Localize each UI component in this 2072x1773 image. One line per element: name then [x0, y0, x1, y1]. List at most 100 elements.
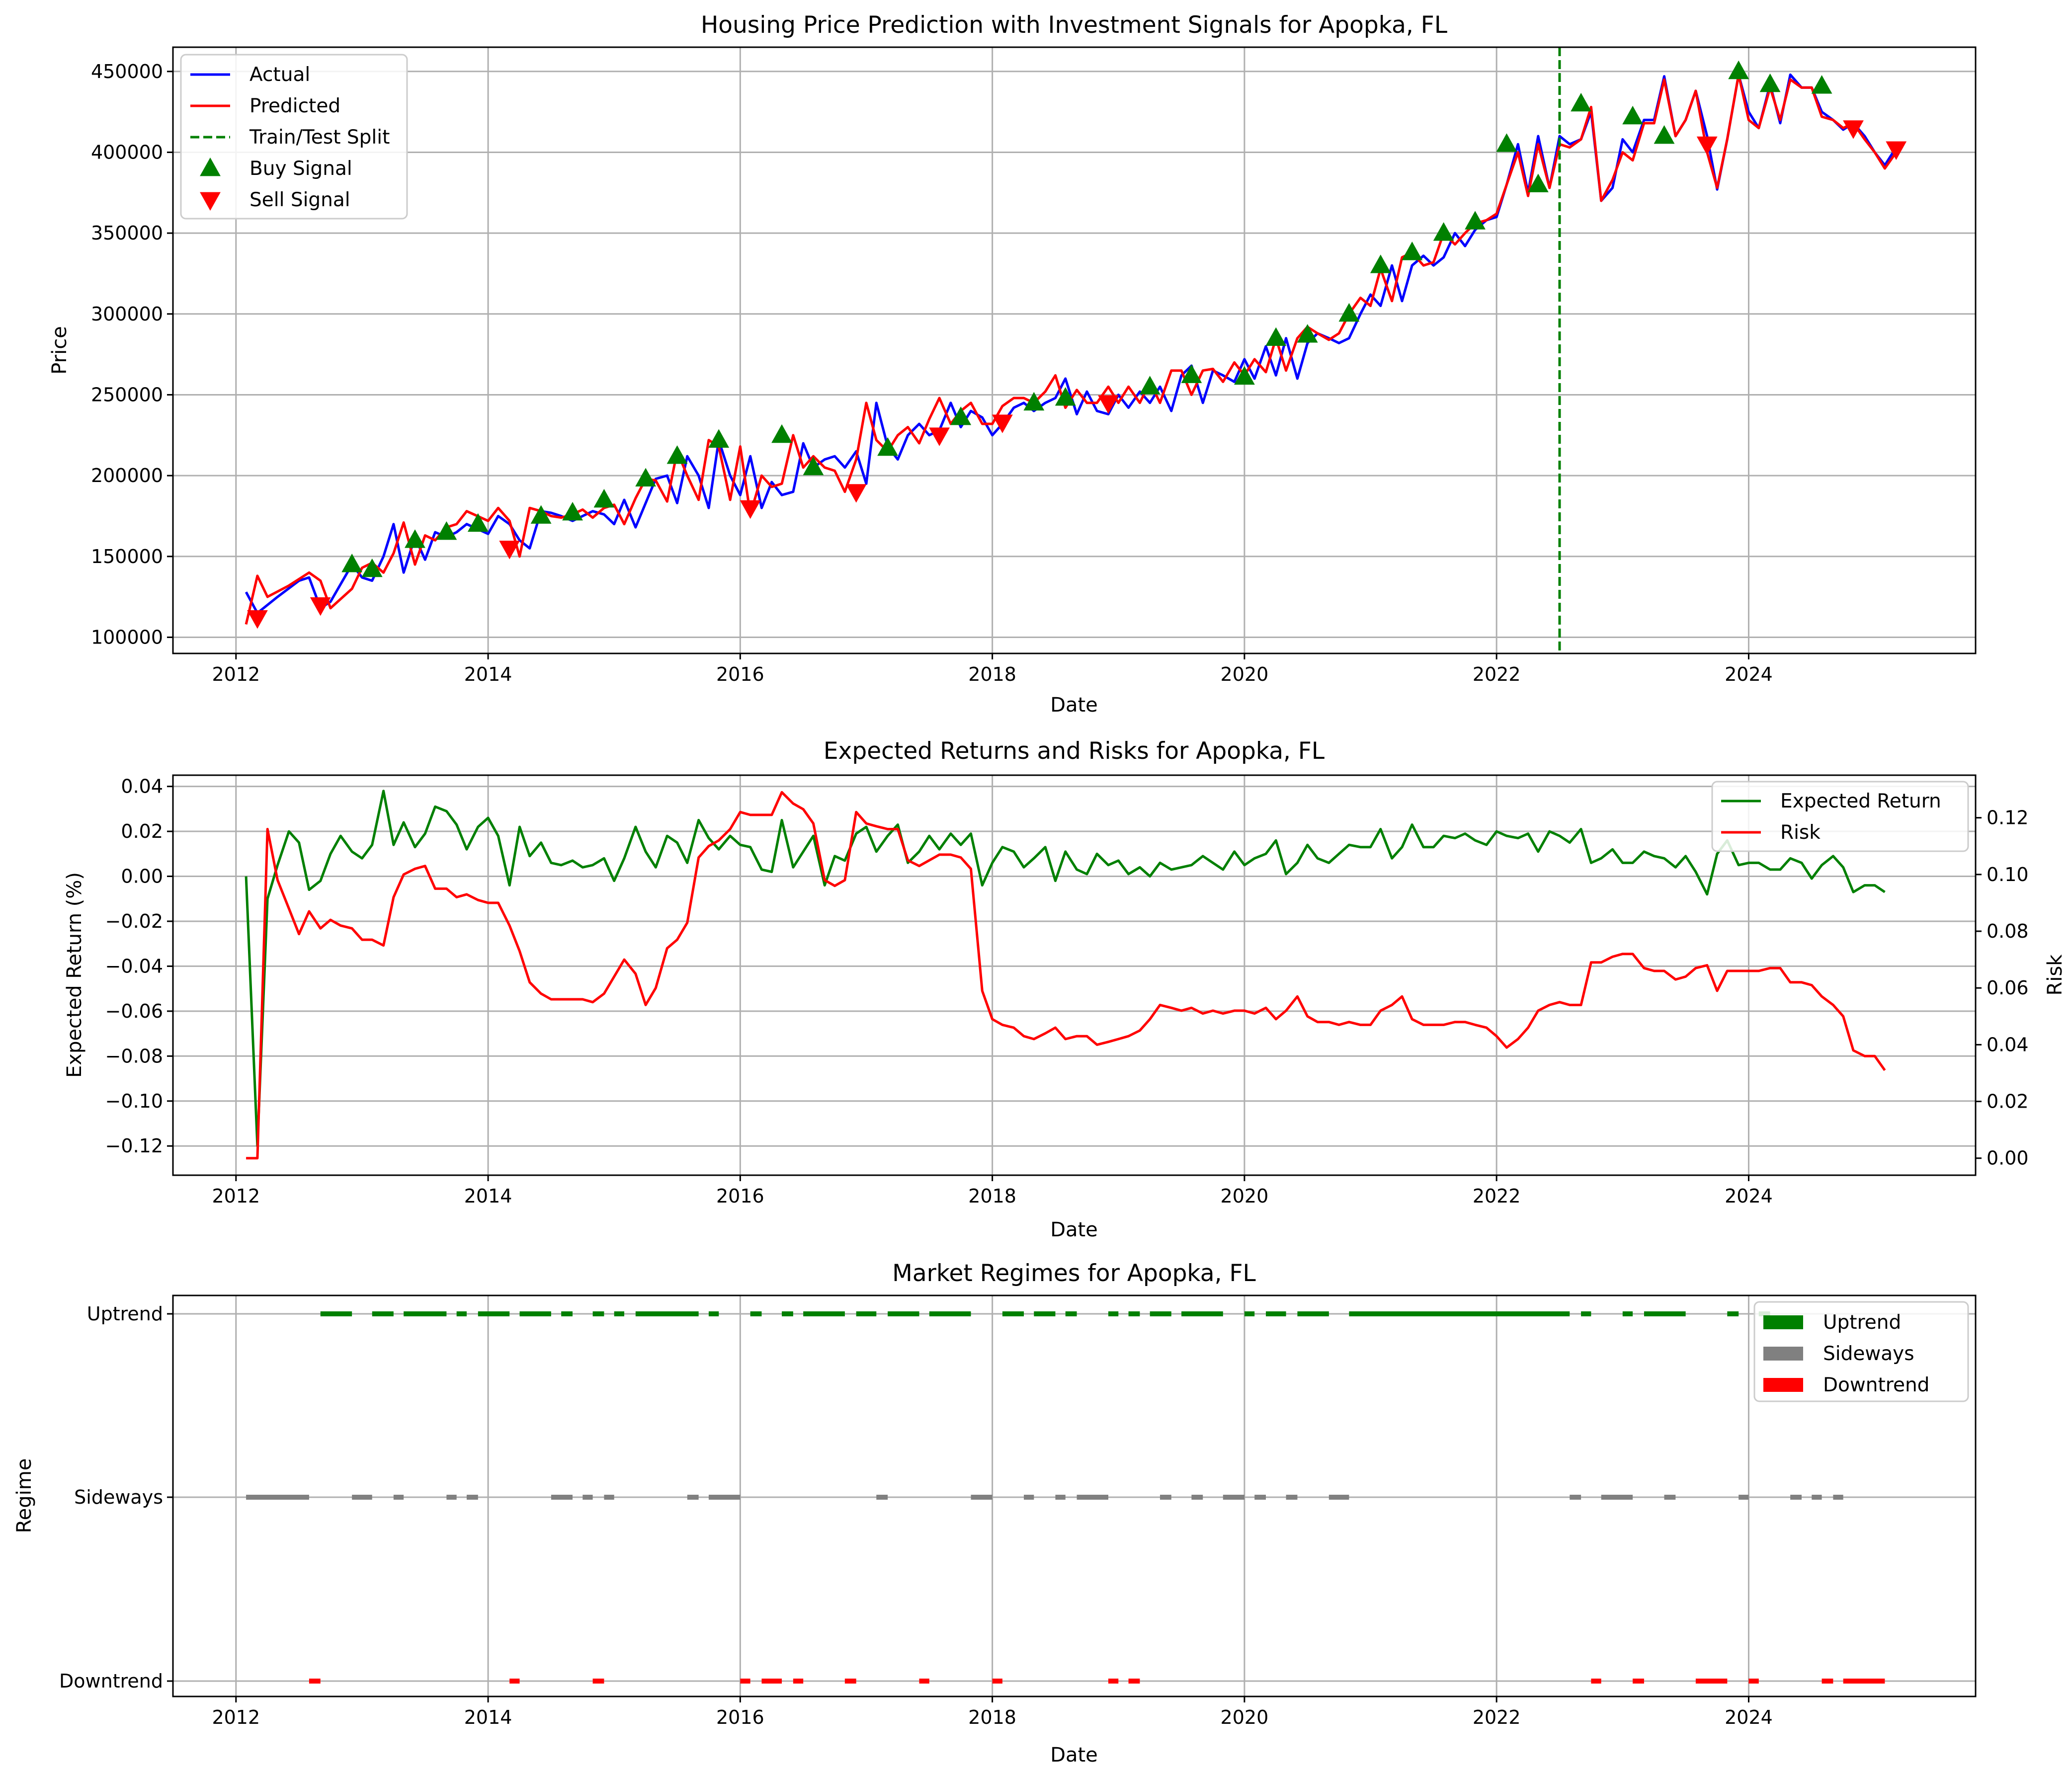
- buy-signal-marker: [771, 424, 792, 443]
- y-tick-label: 0.04: [121, 776, 163, 798]
- right-y-tick-label: 0.04: [1987, 1034, 2029, 1055]
- legend-sell-swatch: [200, 192, 221, 211]
- price-chart-title: Housing Price Prediction with Investment…: [701, 11, 1447, 39]
- regimes-y-axis-label: Regime: [13, 1458, 36, 1533]
- buy-signal-marker: [1139, 376, 1160, 395]
- returns-plot-area: [245, 790, 1886, 1160]
- x-tick-label: 2014: [464, 663, 512, 685]
- x-tick-label: 2018: [968, 663, 1016, 685]
- sell-signal-marker: [1098, 395, 1119, 414]
- legend-sideways-swatch: [1763, 1347, 1803, 1361]
- buy-signal-marker: [1496, 133, 1517, 152]
- x-tick-label: 2014: [464, 1706, 512, 1728]
- sell-signal-marker: [499, 541, 520, 560]
- buy-signal-marker: [877, 437, 899, 456]
- y-tick-label: Downtrend: [59, 1670, 163, 1692]
- buy-signal-marker: [1055, 387, 1076, 406]
- x-tick-label: 2014: [464, 1185, 512, 1207]
- returns-legend: Expected Return Risk: [1711, 781, 1969, 852]
- sell-signal-marker: [740, 500, 761, 519]
- sell-signal-marker: [247, 610, 268, 629]
- sell-signal-marker: [992, 414, 1013, 433]
- right-y-tick-label: 0.10: [1987, 864, 2029, 886]
- right-y-tick-label: 0.06: [1987, 977, 2029, 999]
- y-tick-label: −0.02: [105, 910, 163, 932]
- price-axes-frame: [172, 46, 1977, 654]
- buy-signal-marker: [1370, 254, 1391, 273]
- price-legend: Actual Predicted Train/Test Split Buy Signa…: [180, 54, 408, 220]
- x-tick-label: 2024: [1725, 1185, 1773, 1207]
- sell-signal-marker: [310, 597, 331, 616]
- sell-signal-marker: [845, 484, 867, 503]
- y-tick-label: 400000: [91, 141, 163, 163]
- legend-risk-label: Risk: [1780, 821, 1821, 844]
- y-tick-label: −0.08: [105, 1045, 163, 1067]
- legend-expected-return-label: Expected Return: [1780, 790, 1941, 812]
- sell-signal-marker: [929, 427, 950, 446]
- buy-signal-marker: [635, 468, 657, 487]
- buy-signal-marker: [562, 501, 583, 521]
- returns-chart-title: Expected Returns and Risks for Apopka, F…: [824, 737, 1325, 765]
- right-y-tick-label: 0.00: [1987, 1147, 2029, 1169]
- buy-signal-marker: [1023, 392, 1045, 411]
- regimes-ticks: 2012 2014 2016 2018 2020 2022 2024 Downtrend Sid…: [59, 1303, 1773, 1728]
- x-tick-label: 2018: [968, 1706, 1016, 1728]
- legend-buy-label: Buy Signal: [249, 158, 352, 180]
- legend-predicted-label: Predicted: [249, 95, 340, 117]
- sell-signal-marker: [1696, 136, 1718, 156]
- x-tick-label: 2022: [1473, 1706, 1521, 1728]
- buy-signal-marker: [361, 558, 383, 577]
- expected-return-line: [245, 790, 1886, 1147]
- buy-signal-marker: [950, 406, 972, 425]
- buy-signal-marker: [1527, 173, 1549, 192]
- buy-signal-marker: [530, 505, 552, 524]
- buy-signal-marker: [341, 554, 363, 572]
- x-tick-label: 2018: [968, 1185, 1016, 1207]
- legend-buy-swatch: [200, 158, 221, 176]
- x-tick-label: 2012: [212, 663, 260, 685]
- risk-y-axis-label: Risk: [2044, 954, 2067, 996]
- right-y-tick-label: 0.12: [1987, 807, 2029, 829]
- y-tick-label: Sideways: [74, 1486, 163, 1508]
- x-tick-label: 2024: [1725, 1706, 1773, 1728]
- price-y-axis-label: Price: [48, 326, 71, 375]
- buy-signal-marker: [1433, 222, 1454, 241]
- legend-split-label: Train/Test Split: [249, 126, 390, 149]
- y-tick-label: −0.06: [105, 1000, 163, 1022]
- y-tick-label: 0.00: [121, 866, 163, 887]
- legend-uptrend-label: Uptrend: [1823, 1311, 1901, 1334]
- buy-signal-marker: [593, 488, 615, 508]
- regimes-panel: 2012 2014 2016 2018 2020 2022 2024 Downtrend Sid…: [13, 1260, 1977, 1767]
- y-tick-label: 100000: [91, 626, 163, 648]
- right-y-tick-label: 0.08: [1987, 920, 2029, 942]
- x-tick-label: 2020: [1221, 663, 1269, 685]
- x-tick-label: 2016: [716, 663, 764, 685]
- buy-signal-marker: [1728, 60, 1749, 80]
- buy-signal-marker: [1402, 242, 1423, 260]
- x-tick-label: 2024: [1725, 663, 1773, 685]
- returns-ticks: 2012 2014 2016 2018 2020 2022 2024 −0.12 −0.10 −0…: [105, 776, 2029, 1207]
- returns-risk-panel: 2012 2014 2016 2018 2020 2022 2024 −0.12 −0.10 −0…: [63, 737, 2067, 1241]
- y-tick-label: −0.10: [105, 1090, 163, 1112]
- y-tick-label: 150000: [91, 546, 163, 567]
- buy-signal-marker: [1622, 105, 1644, 125]
- returns-grid: [173, 775, 1976, 1175]
- x-tick-label: 2022: [1473, 1185, 1521, 1207]
- right-y-tick-label: 0.02: [1987, 1091, 2029, 1113]
- regimes-chart-title: Market Regimes for Apopka, FL: [892, 1260, 1255, 1287]
- buy-signal-marker: [1181, 364, 1202, 383]
- legend-box: [1753, 1301, 1969, 1402]
- price-x-axis-label: Date: [1050, 694, 1098, 717]
- legend-actual-label: Actual: [249, 64, 310, 86]
- regimes-axes-frame: [172, 1294, 1977, 1697]
- legend-sell-label: Sell Signal: [249, 189, 350, 211]
- buy-signal-marker: [1465, 211, 1486, 230]
- x-tick-label: 2012: [212, 1706, 260, 1728]
- buy-signal-marker: [1297, 324, 1318, 343]
- legend-sideways-label: Sideways: [1823, 1343, 1914, 1365]
- sell-signal-marker: [1886, 141, 1907, 160]
- x-tick-label: 2016: [716, 1706, 764, 1728]
- legend-box: [1711, 781, 1969, 852]
